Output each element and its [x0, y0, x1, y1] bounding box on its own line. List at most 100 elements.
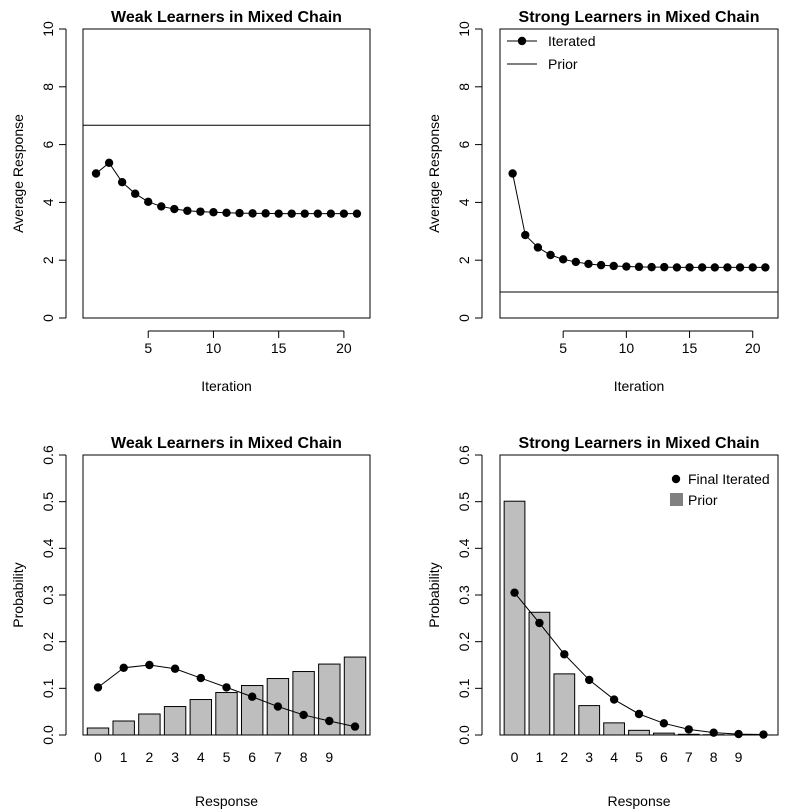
- data-point: [287, 209, 296, 218]
- data-point: [672, 263, 682, 272]
- legend-label: Prior: [688, 492, 718, 508]
- data-point: [300, 209, 309, 218]
- data-point: [222, 208, 231, 218]
- data-point: [546, 250, 555, 260]
- bar: [503, 500, 526, 736]
- data-point: [659, 719, 669, 728]
- y-axis-label: Average Response: [426, 114, 442, 233]
- data-point: [91, 169, 101, 178]
- x-tick-label: 4: [610, 749, 618, 765]
- x-tick-label: 5: [144, 340, 152, 356]
- x-axis-label: Iteration: [201, 378, 252, 394]
- chart-title: Weak Learners in Mixed Chain: [111, 435, 342, 452]
- chart-title: Strong Learners in Mixed Chain: [519, 9, 760, 26]
- y-tick-label: 2: [40, 256, 56, 264]
- y-tick-label: 0.3: [40, 585, 56, 605]
- bar: [292, 671, 315, 736]
- y-tick-label: 0.3: [456, 585, 472, 605]
- x-tick-label: 3: [585, 749, 593, 765]
- y-tick-label: 0: [40, 314, 56, 322]
- y-tick-label: 0.4: [40, 538, 56, 558]
- data-point: [533, 243, 543, 252]
- x-tick-label: 8: [300, 749, 308, 765]
- y-tick-label: 0.6: [456, 445, 472, 465]
- data-point: [684, 725, 693, 734]
- panel-1: Weak Learners in Mixed Chain 0 2 4 6 8 10 Avera…: [10, 9, 371, 394]
- bar: [603, 722, 625, 736]
- data-point: [274, 209, 283, 218]
- data-point: [647, 262, 656, 272]
- y-tick-label: 10: [40, 21, 56, 37]
- x-tick-label: 5: [223, 749, 231, 765]
- x-tick-label: 1: [536, 749, 544, 765]
- data-point: [350, 722, 360, 731]
- data-point: [508, 169, 517, 178]
- data-point: [748, 263, 757, 272]
- data-point: [510, 588, 519, 597]
- x-tick-label: 9: [735, 749, 743, 765]
- x-tick-label: 2: [145, 749, 153, 765]
- x-tick-label: 1: [120, 749, 128, 765]
- data-point: [352, 209, 362, 218]
- x-tick-label: 6: [660, 749, 668, 765]
- x-tick-label: 0: [511, 749, 519, 765]
- data-point: [697, 263, 707, 272]
- data-point: [584, 259, 593, 269]
- y-tick-label: 0.0: [40, 725, 56, 745]
- bar: [138, 713, 161, 736]
- y-tick-label: 0.0: [456, 725, 472, 745]
- x-tick-label: 9: [325, 749, 333, 765]
- data-point: [734, 729, 743, 739]
- x-tick-label: 8: [710, 749, 718, 765]
- data-point: [596, 260, 606, 270]
- bar: [215, 692, 238, 736]
- data-point: [558, 255, 568, 264]
- data-point: [196, 673, 205, 683]
- bar: [578, 705, 601, 736]
- y-axis-label: Average Response: [10, 114, 26, 233]
- data-point: [634, 709, 644, 719]
- y-tick-label: 0.5: [456, 492, 472, 512]
- data-point: [119, 663, 128, 672]
- data-point: [521, 230, 530, 240]
- data-point: [759, 730, 768, 739]
- data-point: [660, 262, 669, 272]
- data-point: [709, 728, 718, 737]
- x-tick-label: 10: [206, 340, 222, 356]
- legend-label: Prior: [548, 56, 578, 72]
- y-tick-label: 6: [40, 140, 56, 148]
- y-tick-label: 4: [456, 198, 472, 206]
- data-point: [117, 177, 127, 187]
- chart-title: Weak Learners in Mixed Chain: [111, 9, 342, 26]
- legend-label: Iterated: [548, 33, 595, 49]
- x-tick-label: 3: [171, 749, 179, 765]
- x-tick-label: 15: [271, 340, 287, 356]
- data-point: [560, 650, 569, 659]
- x-tick-label: 5: [635, 749, 643, 765]
- data-point: [325, 716, 334, 726]
- plot-box: [499, 454, 779, 736]
- data-point: [723, 263, 732, 272]
- legend-label: Final Iterated: [688, 471, 770, 487]
- data-point: [183, 206, 192, 215]
- data-point: [104, 158, 114, 168]
- data-point: [326, 209, 336, 218]
- bar: [163, 706, 187, 736]
- y-tick-label: 0.1: [456, 678, 472, 698]
- data-point: [585, 675, 594, 685]
- data-point: [145, 660, 154, 670]
- data-point: [170, 664, 180, 673]
- bar: [86, 727, 110, 736]
- data-point: [535, 618, 544, 628]
- y-tick-label: 4: [40, 198, 56, 206]
- y-tick-label: 8: [456, 83, 472, 91]
- y-tick-label: 0.6: [40, 445, 56, 465]
- y-tick-label: 0.5: [40, 492, 56, 512]
- panel-4: Strong Learners in Mixed Chain 0.0 0.1 0.2 0…: [426, 435, 779, 809]
- data-point: [170, 204, 179, 214]
- x-axis-label: Response: [607, 793, 670, 809]
- y-tick-label: 6: [456, 140, 472, 148]
- x-tick-label: 20: [745, 340, 761, 356]
- data-point: [710, 263, 720, 272]
- bar: [628, 729, 650, 736]
